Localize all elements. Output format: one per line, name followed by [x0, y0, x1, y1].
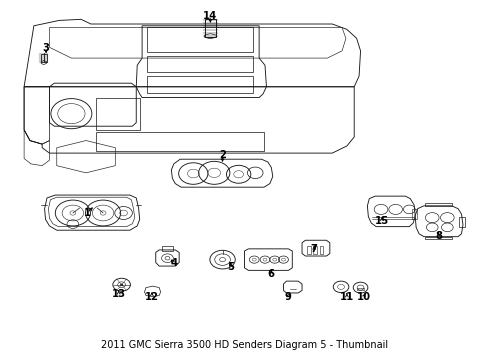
Bar: [161, 246, 173, 251]
Bar: [306, 246, 310, 253]
Bar: [313, 246, 317, 253]
Bar: [147, 76, 253, 93]
Bar: [356, 288, 364, 291]
Circle shape: [120, 284, 123, 286]
Bar: [147, 27, 253, 51]
Text: 2011 GMC Sierra 3500 HD Senders Diagram 5 - Thumbnail: 2011 GMC Sierra 3500 HD Senders Diagram …: [101, 339, 387, 350]
Text: 15: 15: [374, 216, 388, 226]
Text: 7: 7: [310, 244, 317, 254]
Text: 6: 6: [267, 269, 274, 279]
Text: 3: 3: [42, 44, 49, 53]
Text: 2: 2: [219, 150, 225, 160]
Text: 1: 1: [84, 208, 91, 218]
Text: 8: 8: [434, 231, 441, 240]
Bar: [458, 217, 464, 227]
Bar: [204, 19, 216, 37]
Text: 13: 13: [111, 289, 125, 299]
Text: 4: 4: [170, 258, 177, 268]
Bar: [411, 210, 416, 220]
Text: 5: 5: [227, 262, 234, 272]
Text: 11: 11: [339, 292, 353, 302]
Text: 14: 14: [203, 11, 217, 21]
Bar: [147, 56, 253, 72]
Bar: [319, 246, 323, 253]
Text: 10: 10: [356, 292, 370, 302]
Text: 12: 12: [144, 292, 159, 302]
Text: 9: 9: [285, 292, 291, 302]
Bar: [41, 54, 47, 62]
